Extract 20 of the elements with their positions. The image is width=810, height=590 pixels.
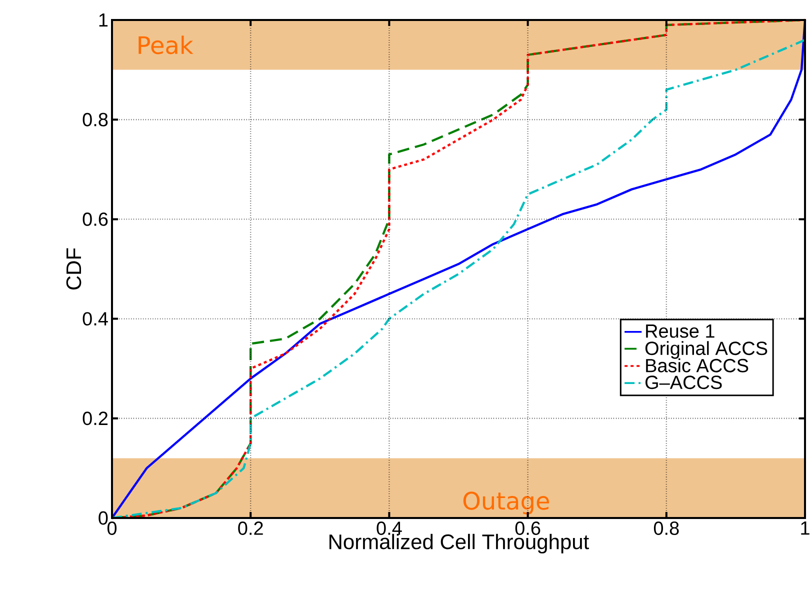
x-tick-label: 0.4 <box>376 522 402 535</box>
y-tick-label: 0.2 <box>82 412 108 426</box>
y-tick-label: 0.4 <box>82 312 108 326</box>
x-tick-label: 0.6 <box>515 522 540 535</box>
y-tick-label: 0.6 <box>82 212 108 226</box>
x-axis-title: Normalized Cell Throughput <box>330 534 590 554</box>
y-tick-label: 0.8 <box>82 112 108 126</box>
x-tick-label: 0.2 <box>238 522 263 535</box>
x-tick-label: 1 <box>801 522 810 535</box>
legend-label: Basic ACCS <box>646 358 748 372</box>
band-label: Outage <box>463 492 549 514</box>
y-tick-label: 0 <box>98 511 108 525</box>
legend-label: G–ACCS <box>645 376 722 390</box>
legend-label: Original ACCS <box>645 341 768 359</box>
y-axis-title: CDF <box>66 248 82 290</box>
y-tick-label: 1 <box>99 13 108 27</box>
band-label: Peak <box>138 36 194 54</box>
x-tick-label: 0.8 <box>654 522 679 535</box>
x-tick-label: 0 <box>107 522 117 535</box>
legend-label: Reuse 1 <box>646 324 714 338</box>
